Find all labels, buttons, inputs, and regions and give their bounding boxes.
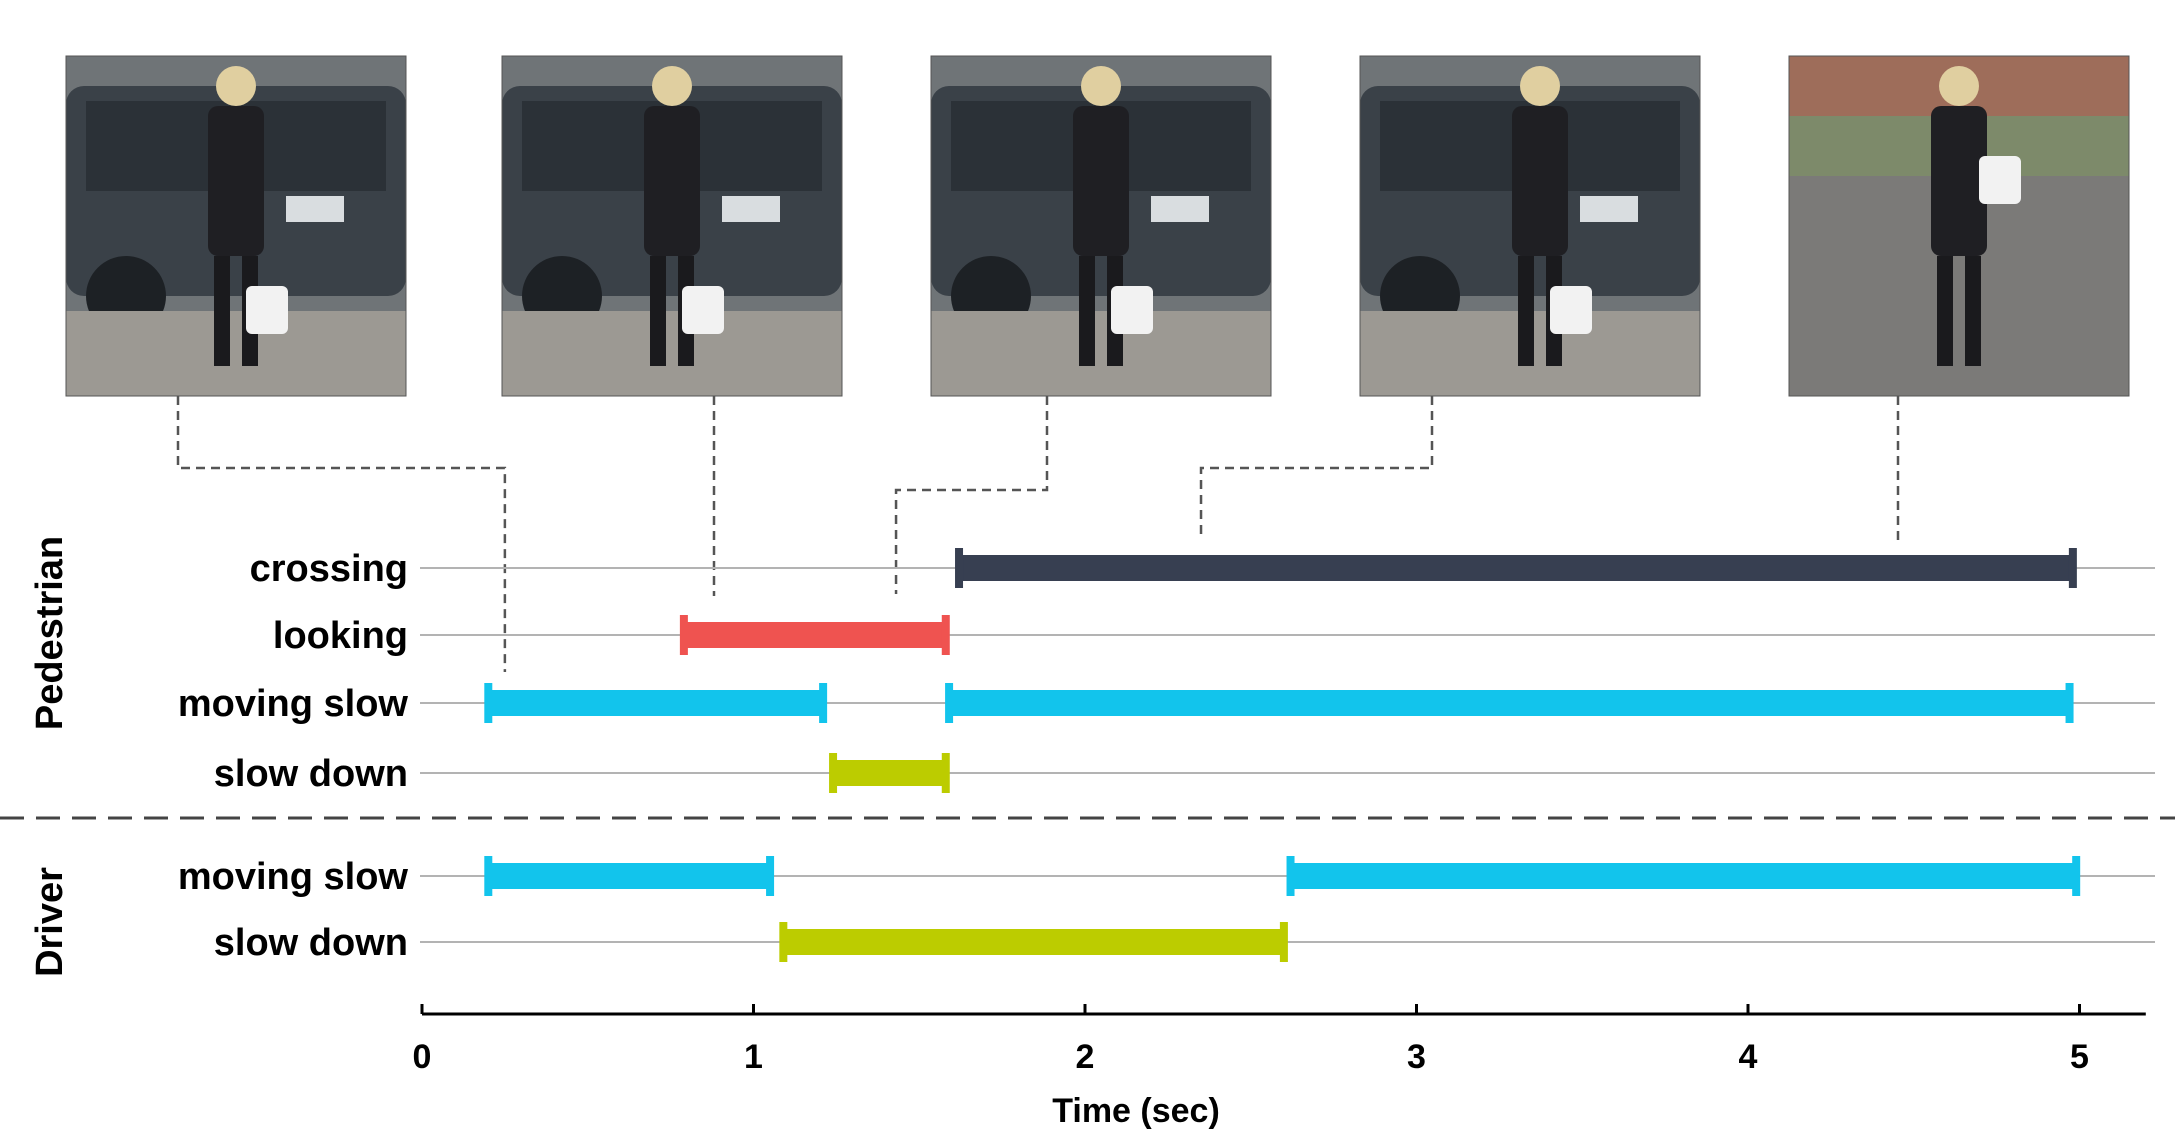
frame-connector	[176, 396, 507, 672]
handbag	[246, 286, 288, 334]
row-label: moving slow	[178, 856, 409, 898]
interval-bar-cap	[1286, 856, 1295, 896]
row-label: slow down	[214, 922, 408, 964]
x-axis-label: Time (sec)	[1052, 1092, 1220, 1130]
activity-rows: crossing looking moving slow slow down movin…	[178, 548, 2155, 964]
interval-bar-cap	[484, 683, 493, 723]
pedestrian-head	[1939, 66, 1979, 106]
pedestrian-coat	[1931, 106, 1987, 256]
x-tick-label: 4	[1739, 1038, 1758, 1076]
pedestrian-leg	[1965, 256, 1981, 366]
license-plate	[1151, 196, 1209, 222]
interval-bar-cap	[484, 856, 493, 896]
pedestrian-coat	[644, 106, 700, 256]
pavement	[502, 311, 842, 396]
frame-border	[930, 55, 1272, 397]
interval-bar	[1286, 856, 2081, 896]
group-label-pedestrian: Pedestrian	[29, 536, 71, 730]
pavement	[931, 311, 1271, 396]
interval-bar-cap	[2065, 683, 2074, 723]
handbag	[682, 286, 724, 334]
video-frame	[65, 55, 407, 397]
interval-bar-cap	[941, 615, 950, 655]
interval-bar-cap	[941, 753, 950, 793]
frame-connector	[1199, 396, 1434, 540]
interval-bar-fill	[959, 555, 2073, 581]
frame-border	[1788, 55, 2130, 397]
pedestrian-coat	[1512, 106, 1568, 256]
x-tick-label: 0	[413, 1038, 432, 1076]
pedestrian-leg	[1079, 256, 1095, 366]
row-label: moving slow	[178, 683, 409, 725]
interval-bar-cap	[2072, 856, 2081, 896]
interval-bar	[779, 922, 1288, 962]
pavement	[66, 311, 406, 396]
handbag	[1111, 286, 1153, 334]
interval-bar-fill	[949, 690, 2070, 716]
interval-bar	[829, 753, 950, 793]
video-frame	[930, 55, 1272, 397]
interval-bar	[484, 683, 828, 723]
interval-bar-fill	[783, 929, 1284, 955]
interval-bar-cap	[829, 753, 838, 793]
pedestrian-head	[652, 66, 692, 106]
pedestrian-head	[1081, 66, 1121, 106]
row-label: looking	[273, 615, 408, 657]
pedestrian-leg	[1937, 256, 1953, 366]
x-tick-label: 1	[744, 1038, 763, 1076]
pedestrian-leg	[650, 256, 666, 366]
handbag	[1550, 286, 1592, 334]
interval-bar	[945, 683, 2074, 723]
frame-connectors	[176, 396, 1900, 672]
interval-bar-cap	[1279, 922, 1288, 962]
interval-bar-cap	[679, 615, 688, 655]
license-plate	[286, 196, 344, 222]
frame-border	[65, 55, 407, 397]
video-frames	[65, 55, 2130, 397]
handbag	[1979, 156, 2021, 204]
video-frame	[1788, 55, 2130, 397]
frame-border	[1359, 55, 1701, 397]
interval-bar	[679, 615, 950, 655]
pedestrian-leg	[1518, 256, 1534, 366]
row-label: slow down	[214, 753, 408, 795]
interval-bar-cap	[945, 683, 954, 723]
x-tick-label: 3	[1407, 1038, 1426, 1076]
video-frame	[501, 55, 843, 397]
pedestrian-head	[216, 66, 256, 106]
interval-bar-fill	[488, 863, 771, 889]
group-label-driver: Driver	[29, 867, 71, 977]
license-plate	[1580, 196, 1638, 222]
x-axis: 0 1 2 3 4 5	[413, 1004, 2146, 1076]
interval-bar-cap	[819, 683, 828, 723]
interval-bar-cap	[779, 922, 788, 962]
frame-connector	[894, 396, 1049, 594]
interval-bar-fill	[683, 622, 946, 648]
interval-bar-fill	[488, 690, 824, 716]
interval-bar	[955, 548, 2077, 588]
interval-bar-fill	[833, 760, 946, 786]
frame-border	[501, 55, 843, 397]
interval-bar	[484, 856, 775, 896]
interval-bar-cap	[955, 548, 964, 588]
license-plate	[722, 196, 780, 222]
pedestrian-coat	[1073, 106, 1129, 256]
interval-bar-cap	[2068, 548, 2077, 588]
video-frame	[1359, 55, 1701, 397]
x-tick-label: 2	[1076, 1038, 1095, 1076]
pedestrian-head	[1520, 66, 1560, 106]
interval-bar-fill	[1290, 863, 2077, 889]
x-tick-label: 5	[2070, 1038, 2089, 1076]
interval-bar-cap	[766, 856, 775, 896]
row-label: crossing	[250, 548, 408, 590]
pedestrian-leg	[214, 256, 230, 366]
pedestrian-coat	[208, 106, 264, 256]
